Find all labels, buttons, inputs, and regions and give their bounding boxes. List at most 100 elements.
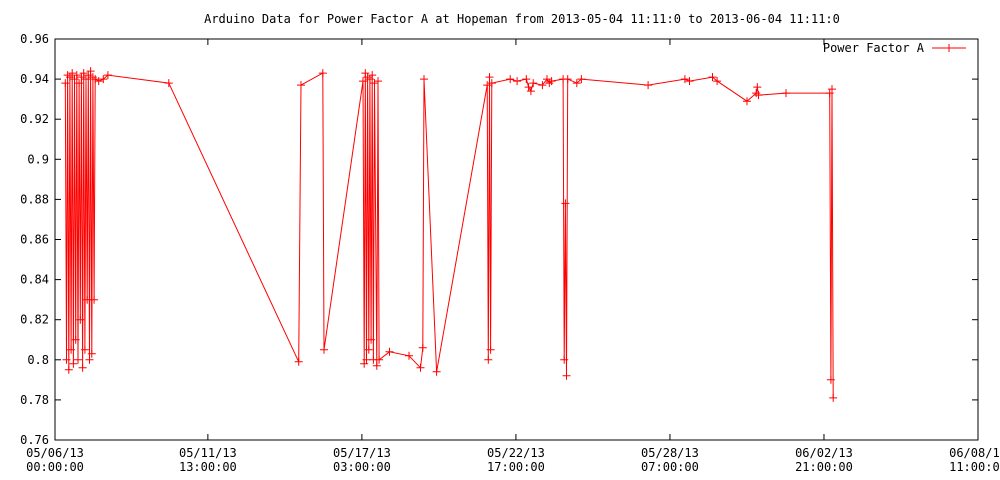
data-point-marker — [753, 83, 762, 92]
data-point-marker — [85, 355, 94, 364]
data-point-marker — [362, 355, 371, 364]
data-point-marker — [294, 357, 303, 366]
data-point-marker — [561, 199, 570, 208]
data-point-marker — [374, 77, 382, 86]
x-tick-label-date: 05/28/13 — [641, 446, 699, 460]
data-point-marker — [420, 75, 428, 84]
data-point-marker — [405, 351, 413, 360]
data-point-marker — [367, 335, 376, 344]
x-tick-label-date: 06/02/13 — [795, 446, 853, 460]
data-point-marker — [62, 355, 71, 364]
data-point-marker — [782, 89, 790, 98]
data-point-marker — [826, 375, 835, 384]
data-point-marker — [318, 69, 327, 78]
data-point-marker — [80, 345, 89, 354]
data-point-marker — [526, 87, 535, 96]
data-point-marker — [72, 71, 81, 80]
x-tick-label-date: 05/11/13 — [179, 446, 237, 460]
data-point-marker — [74, 355, 82, 364]
x-tick-label-time: 07:00:00 — [641, 460, 699, 474]
data-point-marker — [416, 363, 425, 372]
data-point-marker — [486, 345, 495, 354]
series-line — [64, 71, 834, 398]
chart-title: Arduino Data for Power Factor A at Hopem… — [204, 12, 840, 26]
data-point-marker — [75, 79, 84, 88]
data-point-marker — [83, 295, 92, 304]
x-tick-label-date: 05/17/13 — [333, 446, 391, 460]
data-point-marker — [359, 77, 367, 86]
data-point-marker — [368, 71, 377, 80]
data-point-marker — [432, 367, 441, 376]
data-point-marker — [483, 81, 492, 90]
data-point-marker — [485, 73, 494, 82]
data-point-marker — [577, 75, 586, 84]
data-point-marker — [385, 347, 394, 356]
x-tick-label-date: 05/06/13 — [26, 446, 84, 460]
plot-frame — [54, 38, 979, 441]
data-point-marker — [91, 75, 100, 84]
data-point-marker — [364, 345, 373, 354]
data-point-marker — [103, 71, 112, 80]
data-point-marker — [370, 79, 379, 88]
data-point-marker — [743, 97, 751, 106]
data-point-marker — [828, 85, 836, 94]
data-point-marker — [562, 371, 571, 380]
y-tick-label: 0.88 — [20, 192, 49, 206]
data-point-marker — [529, 79, 538, 88]
y-tick-label: 0.9 — [27, 152, 49, 166]
data-point-marker — [67, 345, 76, 354]
data-point-marker — [708, 73, 717, 82]
data-point-marker — [418, 343, 427, 352]
data-point-marker — [754, 91, 763, 100]
series-layer — [61, 67, 838, 402]
data-point-marker — [560, 355, 569, 364]
legend: Power Factor A — [823, 41, 966, 55]
x-tick-label-time: 21:00:00 — [795, 460, 853, 474]
y-tick-label: 0.78 — [20, 393, 49, 407]
y-axis: 0.76 0.78 0.8 0.82 0.84 0.86 0.88 0.9 0.92 0.94 0.… — [20, 32, 978, 447]
data-point-marker — [713, 77, 722, 86]
data-point-marker — [522, 75, 531, 84]
data-point-marker — [538, 81, 547, 90]
x-tick-label-time: 17:00:00 — [487, 460, 545, 474]
x-tick-label-time: 13:00:00 — [179, 460, 237, 474]
y-tick-label: 0.82 — [20, 313, 49, 327]
x-tick-label-time: 11:00:00 — [949, 460, 1000, 474]
x-tick-label-time: 00:00:00 — [26, 460, 84, 474]
data-point-marker — [68, 69, 77, 78]
y-tick-label: 0.86 — [20, 233, 49, 247]
x-tick-label-date: 06/08/13 — [949, 446, 1000, 460]
legend-marker — [945, 44, 953, 52]
data-point-marker — [297, 81, 305, 90]
data-point-marker — [86, 67, 95, 76]
data-point-marker — [685, 77, 694, 86]
y-tick-label: 0.84 — [20, 273, 49, 287]
data-point-marker — [563, 75, 572, 84]
data-point-marker — [644, 81, 653, 90]
data-point-marker — [78, 363, 87, 372]
x-tick-label-time: 03:00:00 — [333, 460, 391, 474]
data-point-marker — [69, 359, 78, 368]
data-point-marker — [547, 77, 556, 86]
y-tick-label: 0.92 — [20, 112, 49, 126]
data-point-marker — [64, 365, 73, 374]
data-point-marker — [829, 393, 838, 402]
data-point-marker — [61, 79, 70, 88]
data-point-marker — [484, 355, 493, 364]
legend-label: Power Factor A — [823, 41, 925, 55]
x-tick-label-date: 05/22/13 — [487, 446, 545, 460]
y-tick-label: 0.96 — [20, 32, 49, 46]
data-point-marker — [487, 79, 496, 88]
data-point-marker — [79, 69, 88, 78]
data-point-marker — [680, 75, 689, 84]
data-point-marker — [71, 335, 80, 344]
data-point-marker — [76, 315, 85, 324]
y-tick-label: 0.76 — [20, 433, 49, 447]
data-point-marker — [90, 295, 99, 304]
data-point-marker — [87, 349, 96, 358]
data-point-marker — [99, 75, 108, 84]
y-tick-label: 0.94 — [20, 72, 49, 86]
